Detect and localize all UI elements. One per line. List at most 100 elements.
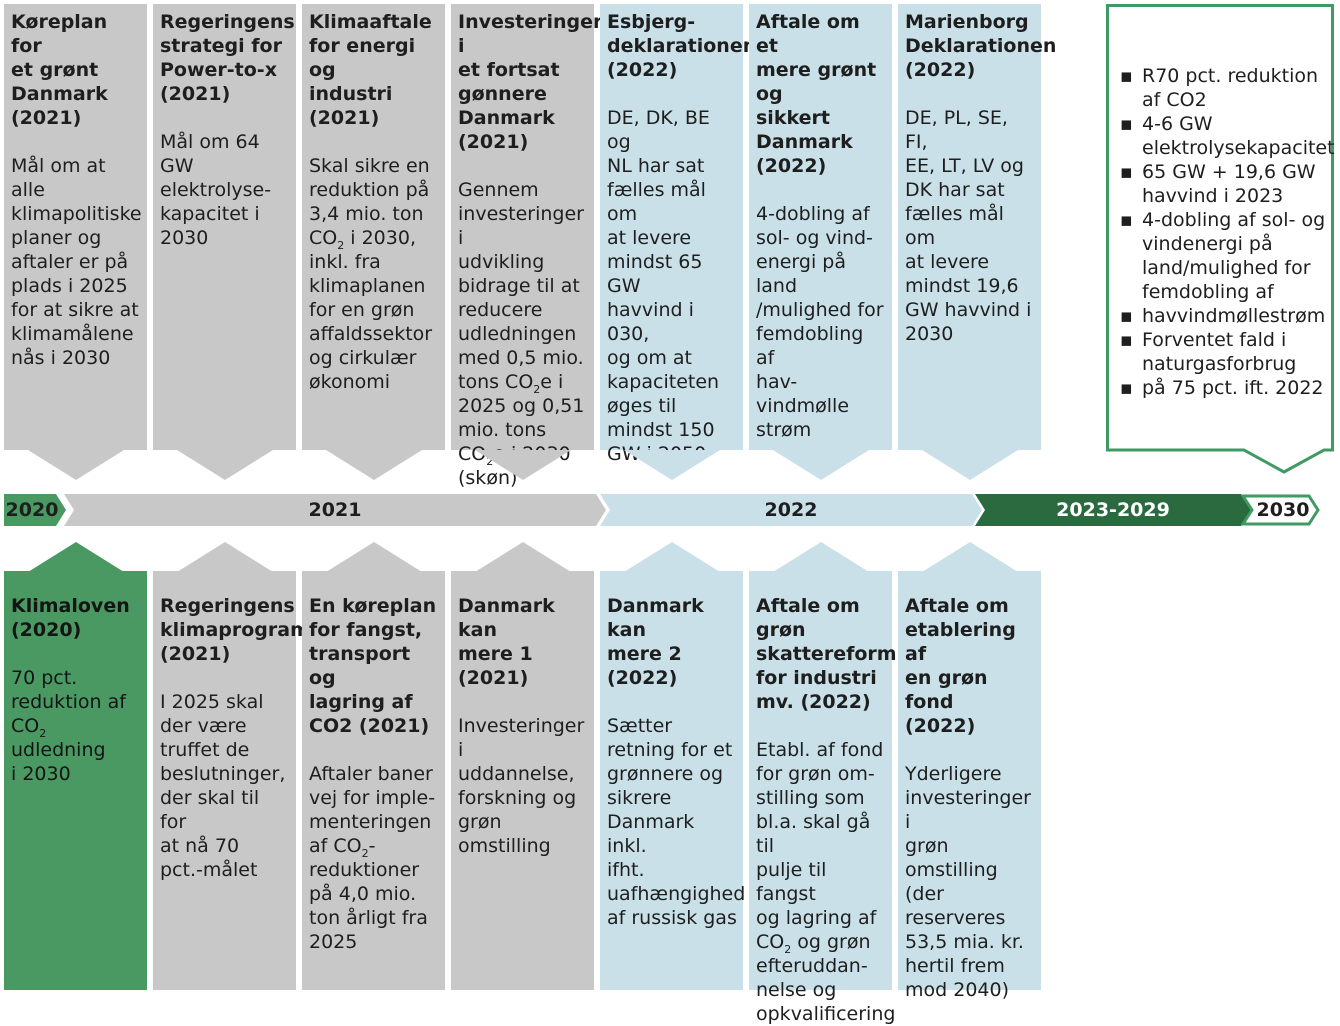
callout-item: ▪ 65 GW + 19,6 GW havvind i 2023 (1118, 160, 1335, 208)
goals-2030-callout: ▪ R70 pct. reduktion af CO2 ▪ 4-6 GW elektr… (1106, 4, 1335, 474)
top-card-pointer (772, 450, 869, 480)
callout-list: ▪ R70 pct. reduktion af CO2 ▪ 4-6 GW elektr… (1118, 64, 1335, 400)
card-title: Danmark kan mere 1 (2021) (458, 595, 555, 689)
timeline-segment-2023-2029: 2023-2029 (975, 494, 1251, 526)
bottom-card-pointer (27, 542, 124, 572)
bottom-card: Aftale om grøn skattereform for industri… (749, 571, 897, 1025)
top-card: Aftale om et mere grønt og sikkert Danma… (749, 4, 892, 450)
label-2030: 2030 (1256, 499, 1310, 521)
top-card: Marienborg Deklarationen (2022) DE, PL, S… (898, 4, 1057, 450)
segment-2021-shape (64, 494, 606, 526)
card-title: En køreplan for fangst, transport og lag… (309, 595, 437, 737)
top-card-pointer (474, 450, 571, 480)
card-description: Etabl. af fond for grøn om- stilling som… (756, 738, 895, 1026)
label-2023-2029: 2023-2029 (1056, 499, 1170, 521)
bottom-card: Danmark kan mere 2 (2022) Sætter retning … (600, 571, 746, 990)
callout-border (1106, 4, 1334, 474)
card-title: Klimaaftale for energi og industri (2021… (309, 11, 432, 129)
bullet-icon: ▪ (1120, 377, 1133, 399)
bullet-icon: ▪ (1120, 65, 1133, 87)
subscript: 2 (337, 238, 345, 252)
card-title: Aftale om etablering af en grøn fond (20… (905, 595, 1016, 737)
subscript: 2 (533, 382, 541, 396)
segment-2023-2029-shape (975, 494, 1251, 526)
card-description: I 2025 skal der være truffet de beslutni… (160, 691, 286, 881)
subscript: 2 (361, 846, 369, 860)
top-card-pointer (921, 450, 1018, 480)
subscript: 2 (784, 942, 792, 956)
card-title: Køreplan for et grønt Danmark (2021) (11, 11, 108, 129)
label-2021: 2021 (308, 499, 362, 521)
timeline-segment-2020: 2020 (4, 494, 66, 526)
callout-item: ▪ på 75 pct. ift. 2022 (1118, 376, 1335, 400)
bullet-icon: ▪ (1120, 113, 1133, 135)
bullet-icon: ▪ (1120, 329, 1133, 351)
top-card-pointer (623, 450, 720, 480)
card-description: Sætter retning for et grønnere og sikrer… (607, 715, 746, 929)
card-description: DE, PL, SE, FI, EE, LT, LV og DK har sat… (905, 107, 1032, 345)
card-description: Yderligere investeringer i grøn omstilli… (905, 763, 1031, 1001)
segment-2022-shape (600, 494, 982, 526)
card-description: Mål om 64 GW elektrolyse- kapacitet i 20… (160, 131, 272, 249)
card-title: Regeringens strategi for Power-to-x (202… (160, 11, 295, 105)
timeline-segment-2030: 2030 (1241, 494, 1321, 526)
bullet-icon: ▪ (1120, 161, 1133, 183)
top-card: Investeringer i et fortsat gønnere Danma… (451, 4, 603, 489)
callout-item: ▪ havvindmøllestrøm (1118, 304, 1335, 328)
top-card-pointer (27, 450, 124, 480)
top-card: Regeringens strategi for Power-to-x (202… (153, 4, 296, 450)
desc-text: i 2030, inkl. fra klimaplanen for en grø… (309, 227, 433, 393)
bottom-card: Klimaloven (2020) 70 pct. reduktion af CO… (4, 571, 147, 990)
top-card: Klimaaftale for energi og industri (2021… (302, 4, 445, 450)
card-title: Regeringens klimaprogram (2021) (160, 595, 310, 665)
top-card: Esbjerg- deklarationen (2022) DE, DK, BE … (600, 4, 757, 465)
card-title: Aftale om et mere grønt og sikkert Danma… (756, 11, 877, 177)
callout-item-text: havvindmøllestrøm (1142, 305, 1326, 327)
card-title: Aftale om grøn skattereform for industri… (756, 595, 897, 713)
bottom-card: Regeringens klimaprogram (2021) I 2025 sk… (153, 571, 310, 990)
desc-text: udledning i 2030 (11, 739, 106, 785)
callout-item-text: 65 GW + 19,6 GW havvind i 2023 (1142, 161, 1316, 207)
bottom-card-pointer (623, 542, 720, 572)
segment-2030-shape (1241, 494, 1320, 526)
top-card: Køreplan for et grønt Danmark (2021) Mål … (4, 4, 147, 450)
callout-item-text: 4-6 GW elektrolysekapacitet (1142, 113, 1335, 159)
callout-item-text: Forventet fald i naturgasforbrug (1142, 329, 1297, 375)
desc-text: Skal sikre en reduktion på 3,4 mio. ton … (309, 155, 430, 249)
callout-item: ▪ 4-6 GW elektrolysekapacitet (1118, 112, 1335, 160)
bottom-card-pointer (921, 542, 1018, 572)
callout-item: ▪ R70 pct. reduktion af CO2 (1118, 64, 1335, 112)
timeline-segment-2022: 2022 (600, 494, 982, 526)
bottom-card: Aftale om etablering af en grøn fond (20… (898, 571, 1041, 1001)
desc-text: 70 pct. reduktion af CO (11, 667, 126, 737)
timeline-segment-2021: 2021 (64, 494, 606, 526)
bottom-card-pointer (325, 542, 422, 572)
callout-item-text: 4-dobling af sol- og vindenergi på land/… (1142, 209, 1326, 303)
desc-text: Aftaler baner vej for imple- menteringen… (309, 763, 436, 857)
card-title: Klimaloven (2020) (11, 595, 130, 641)
bottom-card: Danmark kan mere 1 (2021) Investeringer i… (451, 571, 594, 990)
desc-text: Gennem investeringer i udvikling bidrage… (458, 179, 584, 393)
card-description: 4-dobling af sol- og vind- energi på lan… (756, 203, 884, 441)
callout-item-text: på 75 pct. ift. 2022 (1142, 377, 1324, 399)
card-description: Aftaler baner vej for imple- menteringen… (309, 762, 439, 954)
label-2020: 2020 (5, 499, 59, 521)
card-description: 70 pct. reduktion af CO2 udledning i 203… (11, 666, 141, 786)
top-card-pointer (176, 450, 273, 480)
card-description: Mål om at alle klimapolitiske planer og … (11, 155, 142, 369)
bullet-icon: ▪ (1120, 305, 1133, 327)
card-title: Esbjerg- deklarationen (2022) (607, 11, 757, 81)
segment-2020-shape (4, 494, 66, 526)
desc-text: Etabl. af fond for grøn om- stilling som… (756, 739, 884, 953)
subscript: 2 (39, 726, 47, 740)
bottom-card-pointer (474, 542, 571, 572)
bottom-card-pointer (772, 542, 869, 572)
card-title: Danmark kan mere 2 (2022) (607, 595, 704, 689)
card-description: Skal sikre en reduktion på 3,4 mio. ton … (309, 154, 439, 394)
label-2022: 2022 (764, 499, 818, 521)
callout-item: ▪ 4-dobling af sol- og vindenergi på land… (1118, 208, 1335, 304)
desc-text: - reduktioner på 4,0 mio. ton årligt fra… (309, 835, 428, 953)
card-title: Marienborg Deklarationen (2022) (905, 11, 1057, 81)
top-card-pointer (325, 450, 422, 480)
card-title: Investeringer i et fortsat gønnere Danma… (458, 11, 603, 153)
